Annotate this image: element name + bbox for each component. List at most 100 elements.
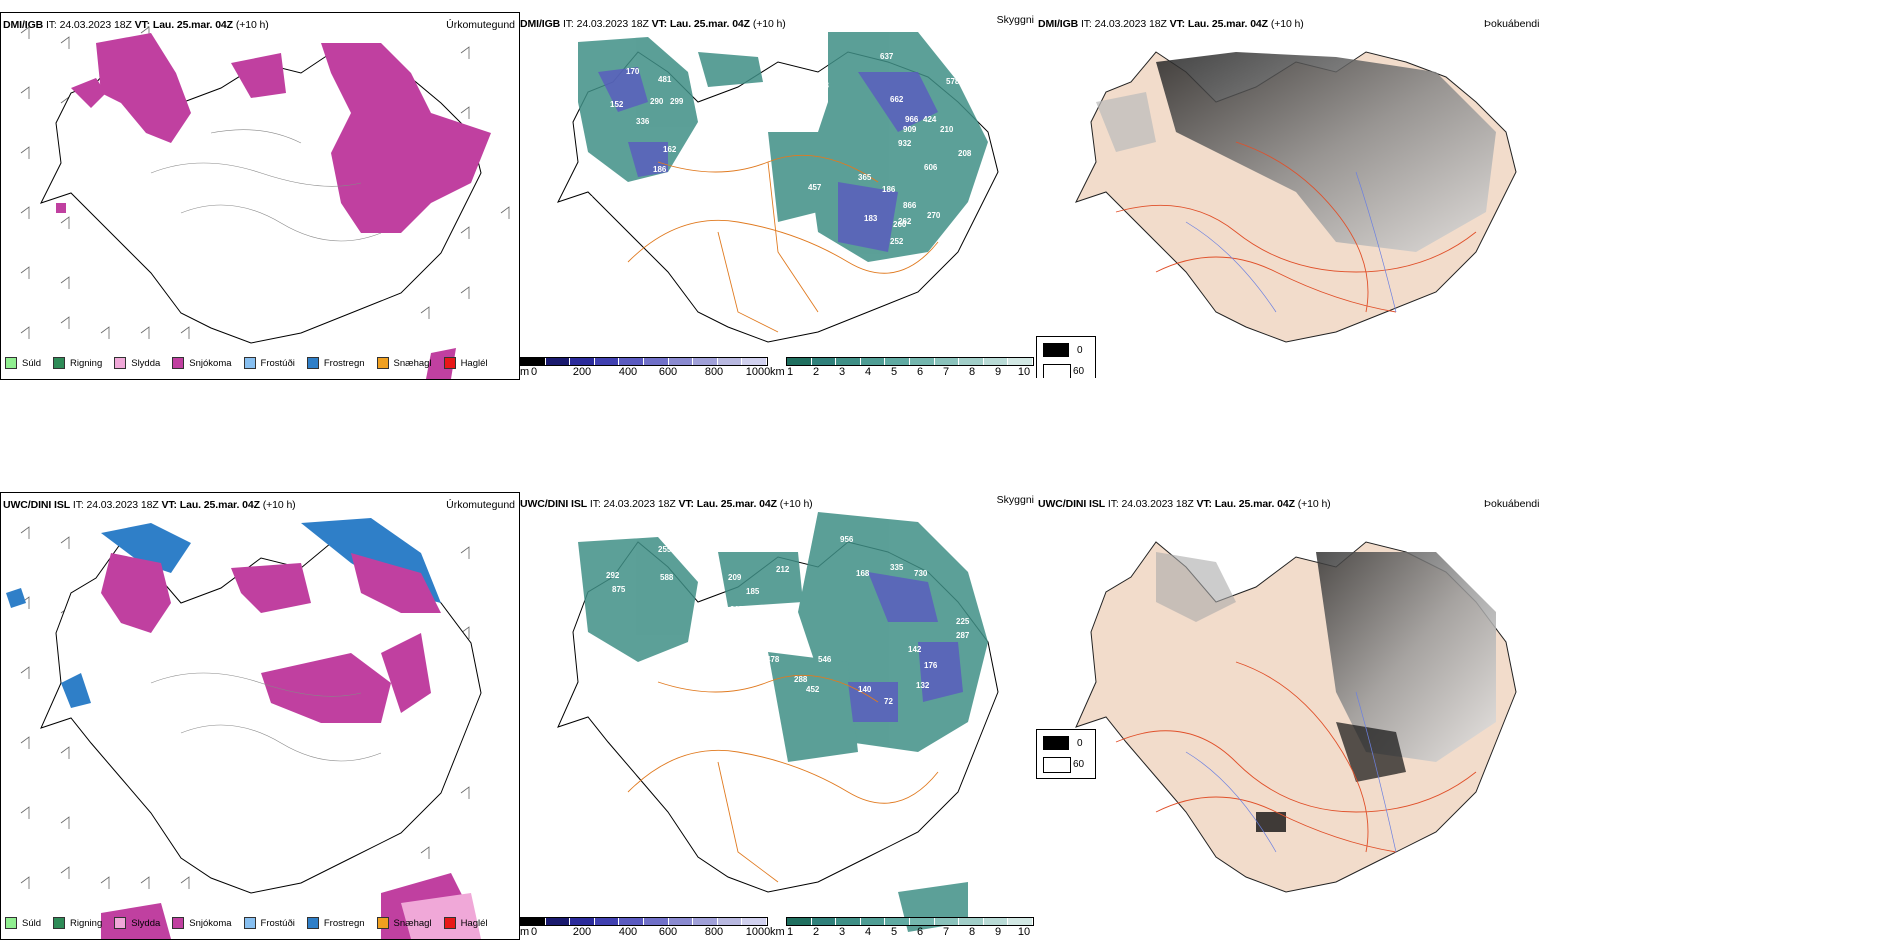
precip-panel-top: DMI/IGB IT: 24.03.2023 18Z VT: Lau. 25.m…: [0, 12, 520, 380]
visibility-title-bot: Skyggni: [996, 494, 1034, 506]
svg-text:270: 270: [927, 211, 941, 220]
svg-text:452: 452: [806, 685, 820, 694]
svg-text:546: 546: [818, 655, 832, 664]
svg-text:662: 662: [890, 95, 904, 104]
svg-text:578: 578: [946, 77, 960, 86]
svg-text:255: 255: [658, 545, 672, 554]
svg-text:132: 132: [916, 681, 930, 690]
legend-item: Súld: [5, 917, 41, 929]
precip-title-bot: Úrkomutegund: [446, 499, 515, 511]
swatch: [306, 357, 319, 369]
legend-item: Slydda: [114, 357, 160, 369]
header-bot-precip: UWC/DINI ISL IT: 24.03.2023 18Z VT: Lau.…: [3, 499, 296, 511]
swatch: [5, 917, 17, 929]
visibility-map-bot: 255 292 875 588 209 215 212 185 956 168 …: [557, 512, 999, 932]
svg-text:182: 182: [603, 187, 617, 196]
svg-text:215: 215: [730, 605, 744, 614]
svg-text:176: 176: [924, 661, 938, 670]
height-colorbar-ticks: m 0 200 400 600 800 1000: [520, 366, 771, 378]
header-bot-vis: UWC/DINI ISL IT: 24.03.2023 18Z VT: Lau.…: [520, 498, 813, 510]
vis-colorbar-top: km 1 2 3 4 5 6 7 8 9 10: [770, 357, 1034, 378]
svg-text:208: 208: [958, 149, 972, 158]
fog-title-top: Þokuábendi: [1484, 18, 1540, 30]
svg-text:262: 262: [898, 217, 912, 226]
header-bot-fog: UWC/DINI ISL IT: 24.03.2023 18Z VT: Lau.…: [1038, 498, 1331, 510]
fog-swatch-black: [1043, 343, 1069, 357]
svg-text:288: 288: [794, 675, 808, 684]
visibility-panel-bot: UWC/DINI ISL IT: 24.03.2023 18Z VT: Lau.…: [518, 492, 1036, 938]
svg-text:909: 909: [903, 125, 917, 134]
precip-legend-bot: Súld Rigning Slydda Snjókoma Frostúði Fr…: [5, 917, 500, 929]
legend-item: Frostregn: [306, 917, 365, 929]
svg-text:185: 185: [746, 587, 760, 596]
vis-colorbar-ticks: km 1 2 3 4 5 6 7 8 9 10: [770, 366, 1031, 378]
visibility-title-top: Skyggni: [996, 14, 1034, 26]
svg-text:142: 142: [908, 645, 922, 654]
legend-item: Haglél: [443, 917, 488, 929]
fog-map-bot: [1075, 541, 1517, 893]
header-top-vis: DMI/IGB IT: 24.03.2023 18Z VT: Lau. 25.m…: [520, 18, 786, 30]
fog-legend-bot: 0 60: [1036, 729, 1096, 779]
svg-text:345: 345: [750, 667, 764, 676]
svg-text:866: 866: [903, 201, 917, 210]
visibility-panel-top: DMI/IGB IT: 24.03.2023 18Z VT: Lau. 25.m…: [518, 12, 1036, 378]
precip-legend-top: Súld Rigning Slydda Snjókoma Frostúði Fr…: [5, 357, 500, 369]
vis-colorbar-swatches: [786, 357, 1034, 366]
swatch: [5, 357, 17, 369]
height-colorbar-ticks: m 0 200 400 600 800 1000: [520, 926, 771, 938]
svg-text:162: 162: [663, 145, 677, 154]
legend-item: Haglél: [443, 357, 488, 369]
legend-item: Snæhagl: [376, 357, 432, 369]
svg-text:170: 170: [626, 67, 640, 76]
fog-swatch-white: [1043, 757, 1071, 773]
svg-text:72: 72: [884, 697, 893, 706]
visibility-map-top: 170 481 290 299 162 336 152 186 182 116 …: [557, 32, 999, 343]
svg-text:424: 424: [923, 115, 937, 124]
precip-panel-bot: UWC/DINI ISL IT: 24.03.2023 18Z VT: Lau.…: [0, 492, 520, 940]
svg-text:252: 252: [890, 237, 904, 246]
svg-text:212: 212: [776, 565, 790, 574]
vis-colorbar-swatches: [786, 917, 1034, 926]
legend-item: Snjókoma: [172, 357, 232, 369]
legend-item: Snæhagl: [376, 917, 432, 929]
vis-colorbar-ticks: km 1 2 3 4 5 6 7 8 9 10: [770, 926, 1031, 938]
svg-text:637: 637: [880, 52, 894, 61]
height-colorbar-swatches: [520, 917, 768, 926]
svg-text:335: 335: [890, 563, 904, 572]
legend-item: Slydda: [114, 917, 160, 929]
header-top-fog: DMI/IGB IT: 24.03.2023 18Z VT: Lau. 25.m…: [1038, 18, 1304, 30]
swatch: [376, 917, 389, 929]
swatch: [53, 357, 66, 369]
precip-map-bot: [6, 518, 482, 939]
legend-item: Snjókoma: [172, 917, 232, 929]
svg-text:730: 730: [914, 569, 928, 578]
swatch: [172, 917, 185, 929]
svg-text:43: 43: [820, 81, 829, 90]
legend-item: Frostregn: [306, 357, 365, 369]
height-colorbar-bot: m 0 200 400 600 800 1000: [520, 917, 771, 938]
svg-text:299: 299: [670, 97, 684, 106]
swatch: [443, 917, 456, 929]
svg-text:287: 287: [956, 631, 970, 640]
fog-swatch-white: [1043, 364, 1071, 378]
svg-text:260: 260: [893, 220, 907, 229]
swatch: [172, 357, 185, 369]
svg-text:152: 152: [610, 100, 624, 109]
vis-value-labels-top: 170 481 290 299 162 336 152 186 182 116 …: [580, 52, 972, 246]
swatch: [306, 917, 319, 929]
precip-map-top: [20, 26, 510, 379]
height-colorbar-top: m 0 200 400 600 800 1000: [520, 357, 771, 378]
svg-text:168: 168: [856, 569, 870, 578]
fog-panel-top: DMI/IGB IT: 24.03.2023 18Z VT: Lau. 25.m…: [1036, 12, 1900, 378]
svg-text:457: 457: [808, 183, 822, 192]
precip-title-top: Úrkomutegund: [446, 19, 515, 31]
swatch: [114, 357, 127, 369]
svg-text:209: 209: [728, 573, 742, 582]
svg-text:292: 292: [606, 571, 620, 580]
svg-text:875: 875: [612, 585, 626, 594]
swatch: [53, 917, 66, 929]
svg-text:186: 186: [653, 165, 667, 174]
swatch: [114, 917, 127, 929]
svg-text:365: 365: [858, 173, 872, 182]
header-top-precip: DMI/IGB IT: 24.03.2023 18Z VT: Lau. 25.m…: [3, 19, 269, 31]
